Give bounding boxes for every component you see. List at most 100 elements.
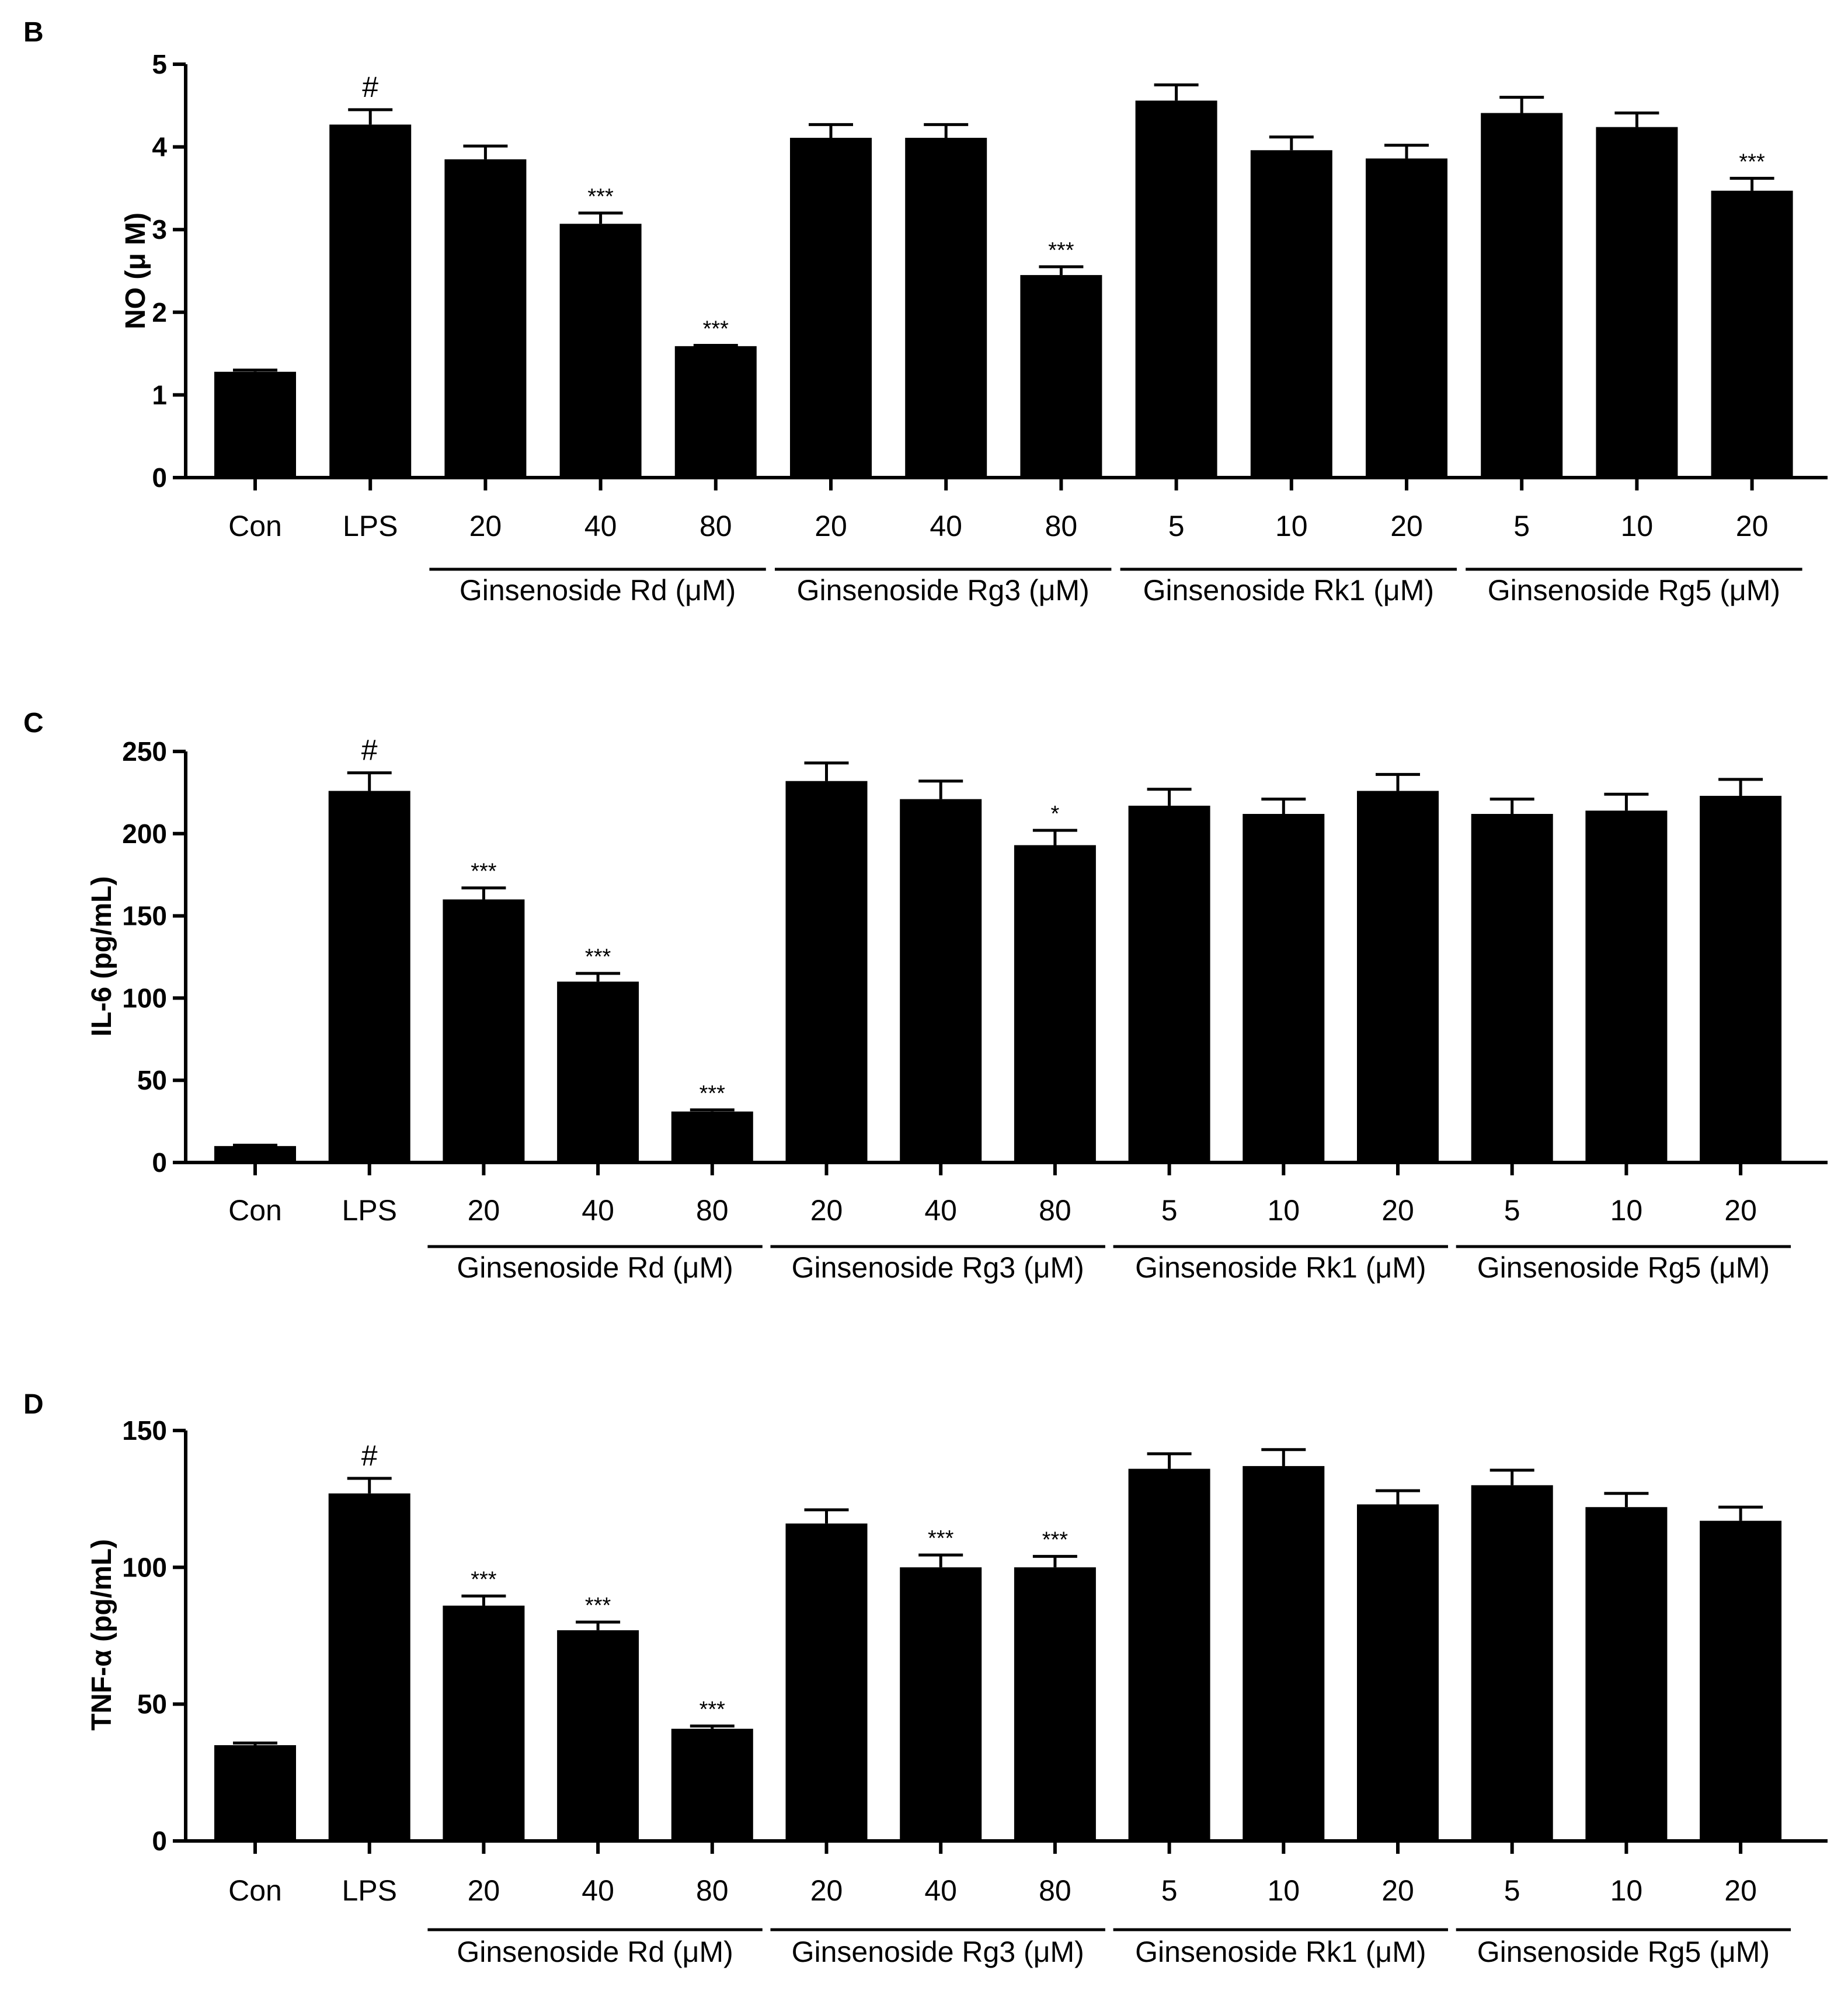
bar xyxy=(443,1605,525,1841)
x-tick-label: 20 xyxy=(1724,1194,1757,1227)
x-tick-label: 5 xyxy=(1504,1874,1520,1907)
bar xyxy=(559,224,642,478)
significance-stars: *** xyxy=(1739,149,1765,174)
x-tick-label: 40 xyxy=(582,1874,614,1907)
group-label: Ginsenoside Rk1 (μM) xyxy=(1135,1251,1426,1284)
x-tick-label: 40 xyxy=(924,1194,957,1227)
significance-stars: *** xyxy=(471,859,497,884)
y-tick-label: 0 xyxy=(152,1826,167,1856)
bar xyxy=(444,159,527,478)
bar xyxy=(1128,1468,1210,1841)
x-tick-label: 10 xyxy=(1267,1194,1300,1227)
y-axis-label: TNF-α (pg/mL) xyxy=(86,1539,117,1731)
bar xyxy=(1243,814,1325,1162)
bar xyxy=(1128,805,1210,1162)
x-tick-label: 20 xyxy=(815,510,847,542)
bar xyxy=(214,1146,296,1162)
significance-stars: *** xyxy=(699,1697,726,1722)
bar xyxy=(214,1745,296,1841)
significance-stars: * xyxy=(1051,802,1060,826)
bar xyxy=(1357,791,1439,1162)
x-tick-label: 80 xyxy=(696,1874,729,1907)
group-label: Ginsenoside Rg3 (μM) xyxy=(792,1251,1084,1284)
x-tick-label: Con xyxy=(228,1874,282,1907)
y-tick-label: 1 xyxy=(152,380,167,410)
y-axis-label: NO (μ M) xyxy=(120,213,151,329)
bar xyxy=(1250,150,1332,478)
x-tick-label: LPS xyxy=(342,1194,397,1227)
bar xyxy=(214,371,296,478)
significance-hash: # xyxy=(362,71,378,103)
panel-letter: B xyxy=(23,17,44,48)
bar xyxy=(785,1523,868,1841)
bar xyxy=(1700,1520,1782,1841)
significance-stars: *** xyxy=(585,945,611,969)
bar xyxy=(790,138,872,478)
bar xyxy=(1357,1504,1439,1841)
x-tick-label: 40 xyxy=(924,1874,957,1907)
bar xyxy=(671,1111,753,1162)
x-tick-label: 10 xyxy=(1267,1874,1300,1907)
y-tick-label: 5 xyxy=(152,49,167,79)
x-tick-label: 80 xyxy=(699,510,732,542)
group-label: Ginsenoside Rg5 (μM) xyxy=(1488,574,1780,607)
significance-hash: # xyxy=(361,734,378,767)
x-tick-label: Con xyxy=(228,1194,282,1227)
group-label: Ginsenoside Rg5 (μM) xyxy=(1477,1251,1770,1284)
bar xyxy=(1585,810,1668,1162)
bar xyxy=(905,138,987,478)
group-label: Ginsenoside Rd (μM) xyxy=(457,1936,733,1968)
x-tick-label: 5 xyxy=(1161,1874,1178,1907)
bar xyxy=(674,346,757,478)
x-tick-label: 80 xyxy=(696,1194,729,1227)
bar xyxy=(1471,814,1553,1162)
panel-letter: D xyxy=(23,1389,44,1420)
bar xyxy=(1471,1485,1553,1841)
y-tick-label: 0 xyxy=(152,462,167,493)
bar xyxy=(900,799,982,1162)
group-label: Ginsenoside Rg3 (μM) xyxy=(792,1936,1084,1968)
y-axis-label: IL-6 (pg/mL) xyxy=(86,876,117,1037)
group-label: Ginsenoside Rd (μM) xyxy=(460,574,736,607)
bar xyxy=(1481,113,1563,478)
x-tick-label: LPS xyxy=(343,510,398,542)
significance-stars: *** xyxy=(585,1593,611,1618)
group-label: Ginsenoside Rk1 (μM) xyxy=(1143,574,1434,607)
x-tick-label: 20 xyxy=(469,510,502,542)
y-tick-label: 100 xyxy=(122,1552,167,1582)
x-tick-label: 40 xyxy=(584,510,617,542)
x-tick-label: 5 xyxy=(1504,1194,1520,1227)
y-tick-label: 250 xyxy=(122,736,167,767)
y-tick-label: 150 xyxy=(122,901,167,931)
group-label: Ginsenoside Rd (μM) xyxy=(457,1251,733,1284)
x-tick-label: 80 xyxy=(1039,1194,1071,1227)
x-tick-label: 40 xyxy=(582,1194,614,1227)
bar xyxy=(1366,158,1447,478)
significance-stars: *** xyxy=(1048,238,1074,263)
x-tick-label: 5 xyxy=(1161,1194,1178,1227)
y-tick-label: 150 xyxy=(122,1415,167,1446)
significance-hash: # xyxy=(361,1439,378,1472)
bar xyxy=(1020,275,1102,478)
x-tick-label: 20 xyxy=(810,1874,843,1907)
y-tick-label: 50 xyxy=(137,1065,167,1095)
x-tick-label: 10 xyxy=(1275,510,1308,542)
significance-stars: *** xyxy=(1042,1528,1069,1553)
x-tick-label: 20 xyxy=(1724,1874,1757,1907)
bar xyxy=(1596,127,1678,478)
x-tick-label: 10 xyxy=(1610,1194,1643,1227)
chart-panel-b: B NO (μ M) 0 1 2 3 4 5 Con LPS #20 40 *** 80 *** 20 40 80… xyxy=(23,17,1828,607)
group-label: Ginsenoside Rg3 (μM) xyxy=(797,574,1090,607)
bar xyxy=(1243,1466,1325,1841)
bar xyxy=(557,1630,639,1841)
x-tick-label: 80 xyxy=(1045,510,1078,542)
x-tick-label: 20 xyxy=(1736,510,1769,542)
bar xyxy=(900,1567,982,1841)
bar xyxy=(557,981,639,1162)
bar xyxy=(1711,190,1793,478)
chart-panel-d: D TNF-α (pg/mL) 0 50 100 150 Con LPS #20 *** 40 ***… xyxy=(23,1389,1828,1968)
group-label: Ginsenoside Rg5 (μM) xyxy=(1477,1936,1770,1968)
x-tick-label: 80 xyxy=(1039,1874,1071,1907)
significance-stars: *** xyxy=(703,316,729,341)
